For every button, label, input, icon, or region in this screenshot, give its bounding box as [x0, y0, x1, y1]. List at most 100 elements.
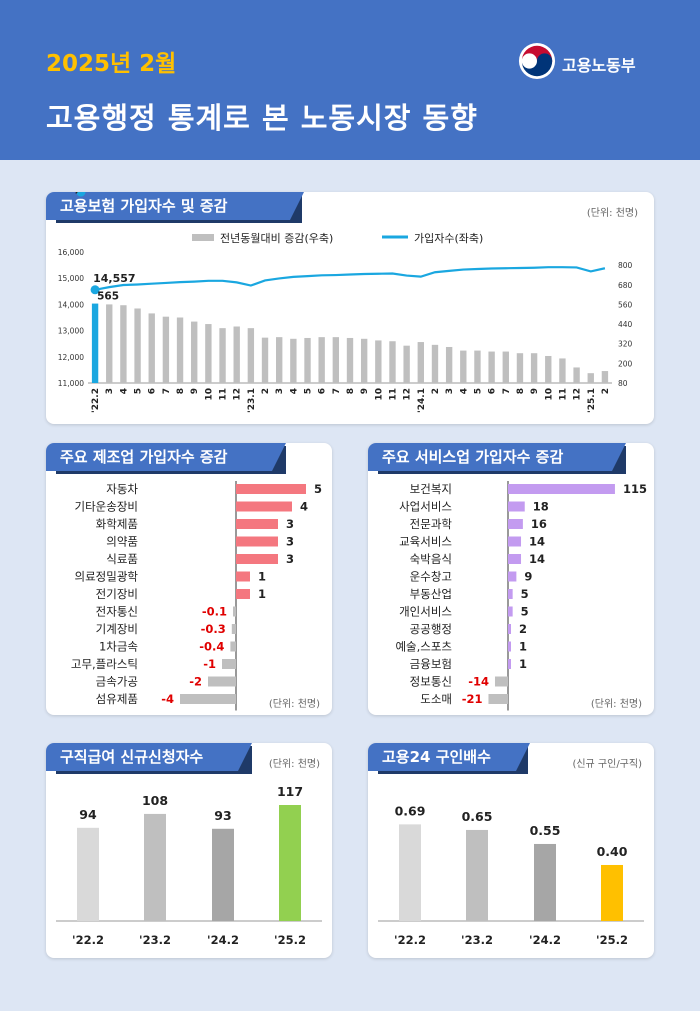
value-label: 1 [519, 657, 527, 671]
category-label: '22.2 [394, 933, 426, 947]
x-tick-label: 5 [304, 388, 314, 394]
bar [318, 337, 325, 383]
bar [236, 484, 306, 494]
bar [601, 371, 609, 383]
line-value-label: 14,557 [93, 272, 135, 285]
bar [144, 813, 166, 921]
value-label: -21 [462, 692, 483, 706]
insurance-unit: (단위: 천명) [586, 208, 638, 219]
category-label: '24.2 [529, 933, 561, 947]
category-label: 예술,스포츠 [395, 640, 452, 654]
category-label: '22.2 [72, 933, 104, 947]
value-label: 5 [521, 605, 529, 619]
category-label: 금융보험 [410, 657, 452, 671]
value-label: 9 [524, 570, 532, 584]
x-tick-label: '25.1 [587, 388, 597, 413]
x-tick-label: 12 [233, 388, 243, 401]
x-tick-label: 7 [502, 388, 512, 394]
bar [488, 694, 508, 704]
bar [508, 484, 615, 494]
x-tick-label: 4 [289, 388, 299, 394]
value-label: -0.3 [201, 622, 226, 636]
jobs24-tab-title: 고용24 구인배수 [368, 743, 530, 771]
bar [212, 828, 234, 921]
bar [508, 554, 522, 564]
x-tick-label: 2 [261, 388, 271, 394]
category-label: 부동산업 [410, 587, 452, 601]
value-label: 1 [258, 587, 266, 601]
y-right-tick: 320 [618, 340, 633, 349]
bar [279, 805, 301, 921]
bar [375, 340, 382, 383]
jobs24-card: 고용24 구인배수 (신규 구인/구직) 0.69'22.2 0.65'23.2 0… [368, 743, 654, 958]
bar [559, 358, 566, 383]
bar [502, 351, 509, 383]
category-label: 섬유제품 [96, 692, 138, 706]
bar [508, 606, 513, 617]
x-tick-label: 8 [176, 388, 186, 394]
category-label: 사업서비스 [399, 500, 452, 514]
bar [466, 829, 488, 921]
value-label: 3 [286, 535, 294, 549]
x-tick-label: 3 [275, 388, 285, 394]
value-label: 4 [300, 500, 308, 514]
x-tick-label: 10 [544, 388, 554, 401]
y-right-tick: 80 [618, 379, 628, 388]
bar [236, 501, 292, 512]
value-label: 18 [533, 500, 549, 514]
x-tick-label: 10 [204, 388, 214, 401]
bar [389, 341, 396, 383]
insurance-chart: 전년동월대비 증감(우축) 가입자수(좌축) 11,000 12,000 13,000 1… [58, 192, 633, 413]
header-banner: 2025년 2월 고용행정 통계로 본 노동시장 동향 고용노동부 [0, 0, 700, 160]
x-tick-label: 2 [431, 388, 441, 394]
bar [460, 350, 467, 383]
x-tick-label: 12 [403, 388, 413, 401]
line-marker [76, 192, 86, 197]
value-label: -1 [203, 657, 216, 671]
category-label: 고무,플라스틱 [71, 657, 138, 671]
value-label: 0.55 [530, 823, 561, 838]
x-tick-label: 11 [388, 388, 398, 401]
page-title: 고용행정 통계로 본 노동시장 동향 [46, 101, 478, 135]
legend-line-label: 가입자수(좌축) [414, 232, 483, 245]
bar [530, 353, 538, 383]
bar [191, 321, 198, 383]
x-tick-label: 9 [530, 388, 540, 394]
jobseeking-tab-title: 구직급여 신규신청자수 [46, 743, 252, 771]
value-label: 3 [286, 552, 294, 566]
value-label: 16 [531, 517, 547, 531]
bar [233, 606, 236, 617]
y-right-tick: 800 [618, 261, 633, 270]
bar [417, 342, 424, 383]
value-label: -2 [189, 675, 202, 689]
category-label: 운수창고 [410, 570, 452, 584]
category-label: 금속가공 [96, 675, 138, 689]
legend-bar-label: 전년동월대비 증감(우축) [220, 232, 333, 245]
value-label: 93 [214, 808, 231, 823]
x-tick-label: 2 [601, 388, 611, 394]
bar [231, 624, 236, 634]
y-left-tick: 16,000 [58, 248, 84, 257]
x-tick-label: 6 [488, 388, 498, 394]
bar [534, 843, 556, 921]
x-tick-label: 11 [558, 388, 568, 401]
value-label: 14 [529, 535, 545, 549]
x-tick-label: '22.2 [91, 388, 101, 413]
bar [601, 864, 623, 921]
x-tick-label: 3 [445, 388, 455, 394]
bar [236, 536, 278, 547]
category-label: 개인서비스 [399, 605, 452, 619]
bar [332, 337, 340, 383]
category-label: '25.2 [596, 933, 628, 947]
value-label: -0.1 [202, 605, 227, 619]
bar [219, 328, 226, 383]
bar [236, 554, 278, 564]
value-label: 2 [519, 622, 527, 636]
bar [508, 589, 513, 599]
value-label: 5 [521, 587, 529, 601]
bar [261, 337, 269, 383]
line-value-label: 15,380 [60, 192, 103, 195]
bar [236, 589, 250, 599]
x-tick-label: 8 [516, 388, 526, 394]
